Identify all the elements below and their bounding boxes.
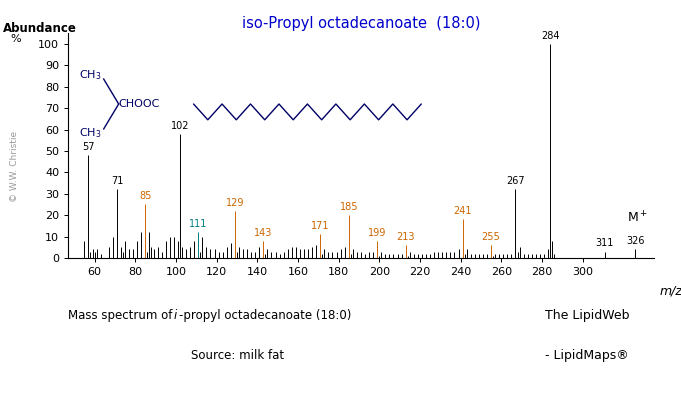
- Text: - LipidMaps®: - LipidMaps®: [545, 349, 629, 362]
- Text: 85: 85: [139, 191, 152, 201]
- Text: iso-Propyl octadecanoate  (18:0): iso-Propyl octadecanoate (18:0): [242, 16, 480, 31]
- Text: 111: 111: [189, 219, 208, 229]
- Text: m/z: m/z: [660, 285, 681, 298]
- Text: 267: 267: [506, 176, 525, 186]
- Text: 213: 213: [396, 232, 415, 242]
- Text: CHOOC: CHOOC: [118, 99, 160, 109]
- Text: 284: 284: [541, 31, 559, 41]
- Text: CH$_3$: CH$_3$: [80, 68, 102, 82]
- Text: 311: 311: [596, 238, 614, 248]
- Text: 185: 185: [340, 202, 358, 212]
- Text: 171: 171: [311, 221, 330, 231]
- Text: Abundance: Abundance: [3, 22, 77, 35]
- Text: M$^+$: M$^+$: [627, 210, 648, 226]
- Text: -propyl octadecanoate (18:0): -propyl octadecanoate (18:0): [179, 310, 351, 322]
- Text: 57: 57: [82, 142, 95, 152]
- Text: 199: 199: [368, 228, 386, 238]
- Text: Mass spectrum of: Mass spectrum of: [68, 310, 176, 322]
- Text: The LipidWeb: The LipidWeb: [545, 310, 629, 322]
- Text: 71: 71: [111, 176, 123, 186]
- Text: © W.W. Christie: © W.W. Christie: [10, 131, 20, 202]
- Text: Source: milk fat: Source: milk fat: [191, 349, 284, 362]
- Text: 143: 143: [254, 228, 272, 238]
- Text: 129: 129: [225, 198, 244, 208]
- Text: i: i: [174, 310, 177, 322]
- Text: 326: 326: [627, 236, 645, 246]
- Text: 255: 255: [481, 232, 501, 242]
- Text: 102: 102: [171, 121, 189, 131]
- Text: 241: 241: [454, 206, 472, 216]
- Text: %: %: [10, 34, 21, 44]
- Text: CH$_3$: CH$_3$: [80, 126, 102, 140]
